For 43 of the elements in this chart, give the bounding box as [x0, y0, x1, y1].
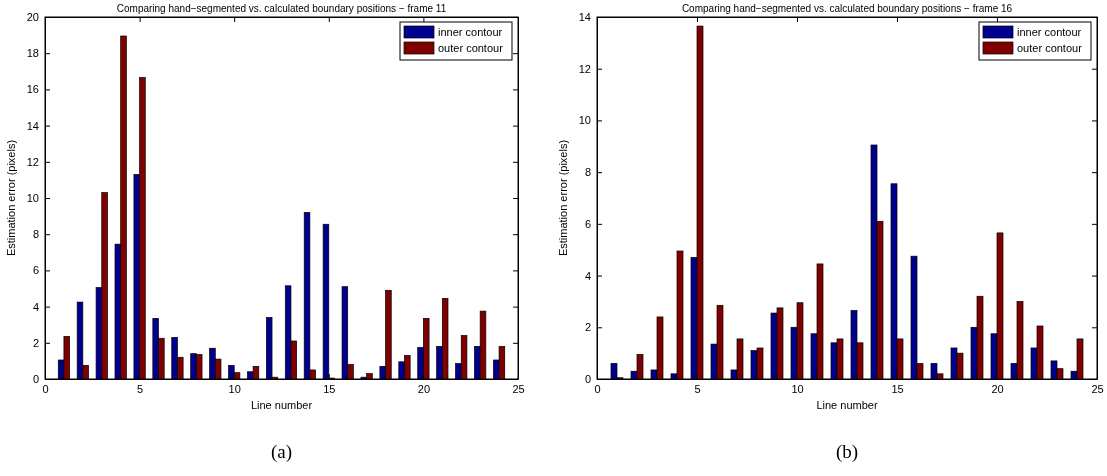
y-tick-label: 16 — [26, 83, 39, 96]
y-tick-label: 14 — [26, 119, 39, 132]
y-tick-label: 8 — [32, 228, 39, 241]
x-tick-label: 15 — [323, 382, 336, 395]
legend-label: inner contour — [1017, 26, 1082, 38]
x-tick-label: 20 — [417, 382, 431, 395]
legend-label: inner contour — [438, 26, 503, 38]
y-tick-label: 20 — [26, 11, 39, 24]
y-tick-label: 2 — [32, 336, 39, 349]
y-tick-label: 14 — [578, 11, 591, 24]
text: (b) — [835, 441, 859, 463]
y-tick-label: 6 — [32, 264, 39, 277]
x-axis-title: Line number — [250, 399, 313, 411]
x-tick-label: 20 — [991, 382, 1004, 395]
y-tick-label: 2 — [584, 321, 591, 334]
text: (a) — [270, 441, 293, 463]
x-tick-label: 5 — [694, 382, 701, 395]
y-tick-label: 8 — [584, 166, 591, 179]
y-axis-title: Estimation error (pixels) — [5, 139, 17, 257]
y-tick-label: 4 — [584, 269, 591, 282]
y-tick-label: 10 — [26, 192, 39, 205]
x-tick-label: 0 — [42, 382, 49, 395]
y-tick-label: 18 — [26, 47, 39, 60]
legend-label: outer contour — [438, 42, 504, 54]
y-tick-label: 10 — [578, 114, 591, 127]
x-tick-label: 25 — [512, 382, 525, 395]
legend-label: outer contour — [1017, 42, 1083, 54]
y-axis-title: Estimation error (pixels) — [557, 139, 569, 257]
y-tick-label: 12 — [578, 62, 591, 75]
x-tick-label: 15 — [891, 382, 904, 395]
chart-title: Comparing hand−segmented vs. calculated boundary positions − frame 16 — [681, 3, 1013, 14]
y-tick-label: 4 — [32, 300, 39, 313]
x-tick-label: 10 — [791, 382, 804, 395]
x-tick-label: 0 — [594, 382, 601, 395]
x-tick-label: 10 — [228, 382, 241, 395]
y-tick-label: 12 — [26, 155, 39, 168]
x-tick-label: 5 — [137, 382, 144, 395]
chart-title: Comparing hand−segmented vs. calculated boundary positions − frame 11 — [116, 3, 447, 14]
y-tick-label: 0 — [584, 373, 591, 386]
x-axis-title: Line number — [816, 399, 878, 411]
y-tick-label: 0 — [32, 373, 39, 386]
y-tick-label: 6 — [584, 217, 591, 230]
x-tick-label: 25 — [1091, 382, 1104, 395]
